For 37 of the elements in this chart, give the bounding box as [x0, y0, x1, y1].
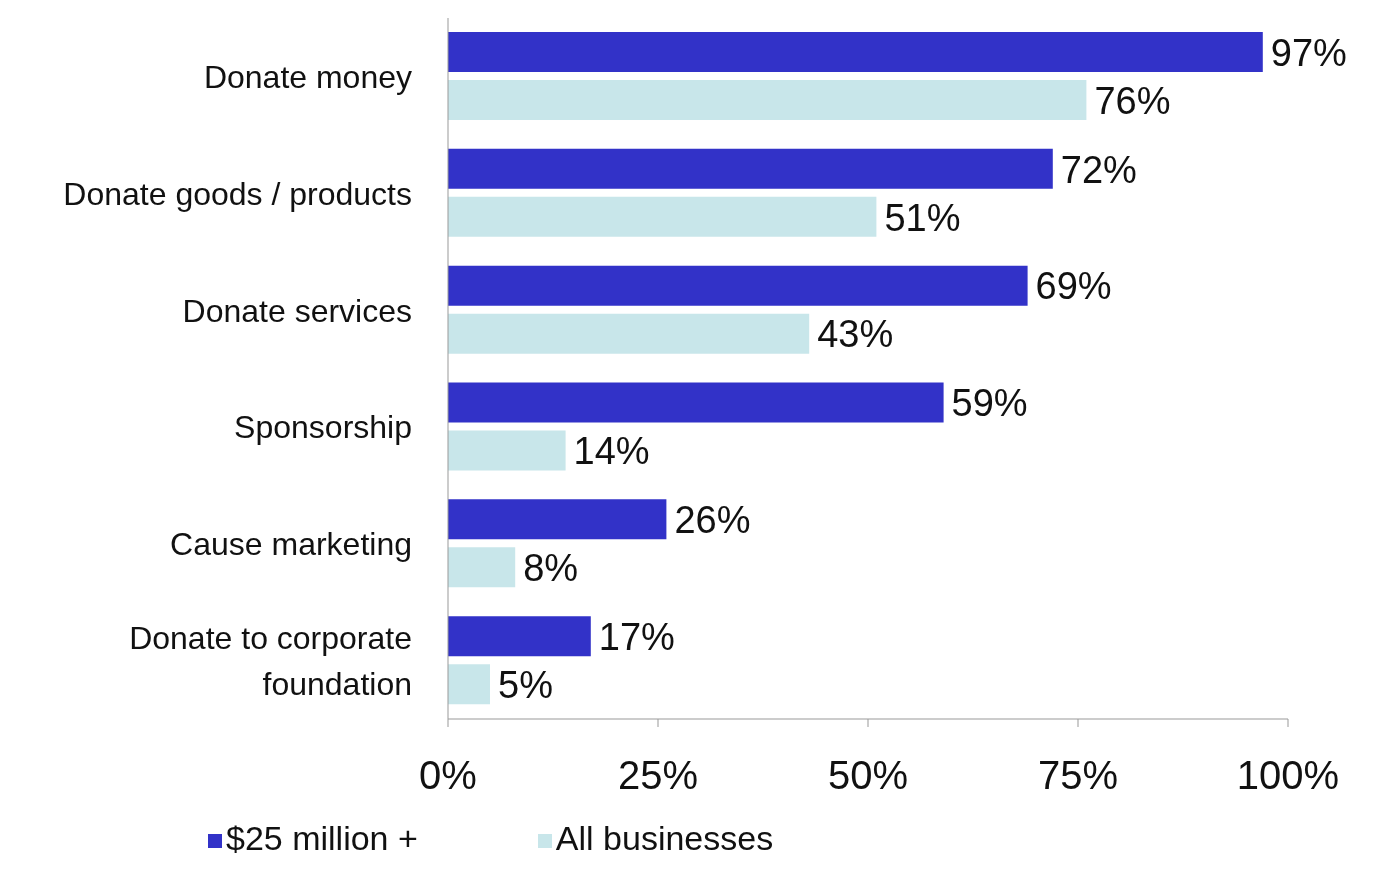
y-tick-label: Cause marketing: [170, 526, 412, 563]
data-label: 51%: [884, 196, 961, 239]
data-label: 97%: [1270, 31, 1347, 74]
data-label: 72%: [1060, 148, 1137, 191]
data-label: 69%: [1035, 265, 1112, 308]
data-label: 26%: [674, 499, 751, 542]
x-tick-label: 100%: [1236, 753, 1340, 797]
bar: [448, 265, 1028, 306]
bar: [448, 430, 566, 471]
bar: [448, 499, 667, 540]
bar: [448, 32, 1263, 73]
y-tick-label: Donate to corporate foundation: [129, 620, 412, 703]
legend-label: $25 million +: [226, 819, 418, 857]
bar: [448, 80, 1087, 121]
data-label: 14%: [573, 430, 650, 473]
data-label: 43%: [817, 313, 894, 356]
bar: [448, 616, 591, 657]
y-tick-label: Donate money: [203, 58, 412, 95]
bar: [448, 547, 516, 588]
data-label: 8%: [523, 547, 579, 590]
bar: [448, 382, 944, 423]
data-label: 5%: [498, 663, 553, 706]
y-tick-label: Donate services: [182, 292, 412, 329]
bar: [448, 196, 877, 237]
data-label: 59%: [951, 382, 1028, 425]
x-tick-label: 75%: [1037, 753, 1119, 797]
x-tick-label: 50%: [827, 753, 909, 797]
bar: [448, 148, 1053, 189]
y-tick-label: Sponsorship: [234, 409, 412, 446]
legend-label: All businesses: [555, 819, 774, 857]
bar: [448, 313, 810, 354]
x-tick-label: 25%: [617, 753, 699, 797]
x-tick-label: 0%: [419, 753, 477, 797]
bar: [448, 664, 490, 705]
data-label: 17%: [598, 615, 675, 658]
y-tick-label: Donate goods / products: [63, 175, 412, 212]
data-label: 76%: [1094, 79, 1171, 122]
